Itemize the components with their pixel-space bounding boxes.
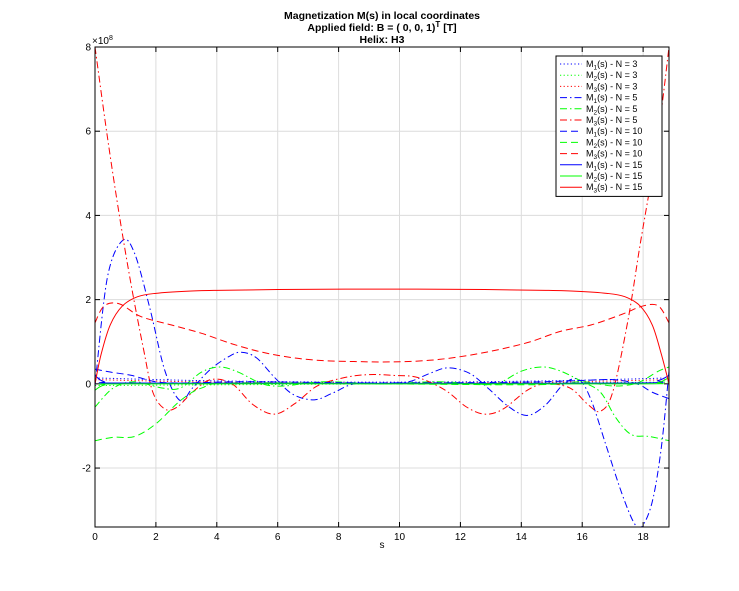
- legend-label: M1(s) - N = 10: [586, 126, 642, 139]
- x-tick-label: 8: [336, 532, 342, 543]
- legend: M1(s) - N = 3M2(s) - N = 3M3(s) - N = 3M…: [555, 55, 663, 197]
- y-tick-label: -2: [82, 464, 91, 475]
- legend-box: [555, 55, 663, 197]
- series-line-6: [95, 47, 669, 415]
- series-line-2: [95, 381, 669, 387]
- x-axis-label: s: [380, 540, 385, 551]
- chart-title-line2: Applied field: B = ( 0, 0, 1)T [T]: [307, 20, 456, 34]
- legend-label: M1(s) - N = 5: [586, 93, 637, 106]
- x-tick-label: 16: [577, 532, 589, 543]
- x-tick-label: 6: [275, 532, 281, 543]
- series-line-11: [95, 377, 669, 391]
- series-line-4: [95, 238, 669, 527]
- series-layer: [95, 47, 669, 527]
- legend-label: M3(s) - N = 15: [586, 182, 642, 195]
- legend-label: M2(s) - N = 3: [586, 70, 637, 83]
- series-line-12: [95, 288, 669, 384]
- axis-ticks: 0 2 4 6 8 10 12 14 16 18 -2 0 2 4 6 8: [82, 43, 669, 543]
- chart-title-line1: Magnetization M(s) in local coordinates: [284, 10, 480, 22]
- y-tick-label: 4: [85, 211, 91, 222]
- series-line-5: [95, 366, 669, 442]
- x-tick-label: 4: [214, 532, 220, 543]
- legend-label: M1(s) - N = 15: [586, 160, 642, 173]
- legend-label: M2(s) - N = 10: [586, 137, 642, 150]
- y-tick-label: 0: [85, 379, 91, 390]
- x-tick-label: 18: [638, 532, 650, 543]
- y-exponent-label: ×108: [92, 35, 113, 47]
- y-tick-label: 8: [85, 43, 91, 54]
- x-tick-label: 14: [516, 532, 528, 543]
- x-tick-label: 10: [394, 532, 406, 543]
- legend-label: M1(s) - N = 3: [586, 59, 637, 72]
- y-tick-label: 6: [85, 127, 91, 138]
- x-tick-label: 12: [455, 532, 467, 543]
- legend-label: M2(s) - N = 15: [586, 171, 642, 184]
- legend-label: M3(s) - N = 5: [586, 115, 637, 128]
- chart-title-line3: Helix: H3: [360, 34, 405, 46]
- legend-label: M2(s) - N = 5: [586, 104, 637, 117]
- series-line-9: [95, 302, 669, 363]
- y-tick-label: 2: [85, 295, 91, 306]
- x-tick-label: 0: [92, 532, 98, 543]
- plot-frame: [94, 46, 670, 528]
- x-tick-label: 2: [153, 532, 159, 543]
- legend-label: M3(s) - N = 3: [586, 81, 637, 94]
- legend-label: M3(s) - N = 10: [586, 149, 642, 162]
